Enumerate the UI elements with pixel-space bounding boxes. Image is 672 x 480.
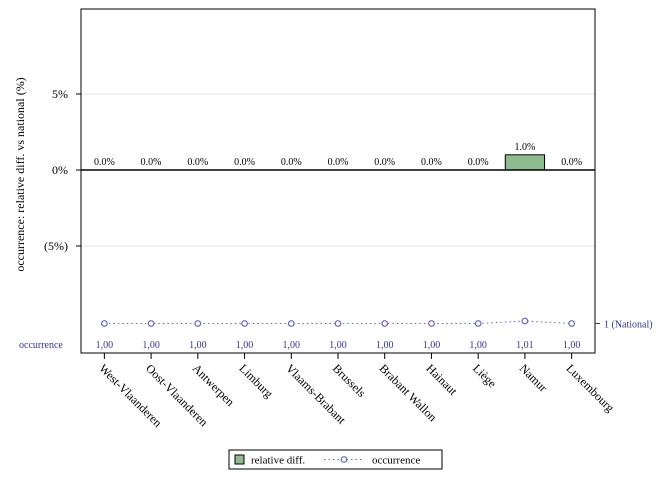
occurrence-row-label: occurrence [19,340,63,351]
occurrence-point [334,320,342,327]
occurrence-value-label: 1,00 [376,340,394,351]
occurrence-labels-layer: 1,00 1,00 1,00 1,00 1,00 1,00 1,00 1,00 1,00 1,01… [96,340,581,351]
occurrence-value-label: 1,00 [329,340,347,351]
occurrence-value-label: 1,01 [516,340,534,351]
plot-frame [80,8,596,354]
bar-value-label: 1.0% [514,142,535,153]
occurrence-points-layer [100,317,576,327]
occurrence-point [287,320,295,327]
occurrence-point [241,320,248,327]
bar [504,154,546,171]
x-tick-label: Hainaut [423,361,460,398]
y-tick-label: 0% [52,163,68,177]
occurrence-point [474,320,482,327]
bar-value-label: 0.0% [561,157,582,168]
occurrence-value-label: 1,00 [563,340,581,351]
legend-point-swatch [340,456,348,463]
occurrence-value-label: 1,00 [236,340,254,351]
bar-value-label: 0.0% [141,157,162,168]
occurrence-value-label: 1,00 [96,340,114,351]
x-tick-label: Liège [470,361,499,390]
bar-value-label: 0.0% [94,157,115,168]
occurrence-line [104,320,572,324]
bar-value-label: 0.0% [328,157,349,168]
occurrence-point [147,320,155,327]
occurrence-point [381,320,389,327]
legend-bar-swatch [234,454,245,465]
bars-layer [504,154,546,171]
occurrence-value-label: 1,00 [469,340,487,351]
y-axis: 5% 0% (5%) [44,87,81,253]
y-tick-label: 5% [52,87,68,101]
bar-value-label: 0.0% [421,157,442,168]
legend-label: occurrence [372,455,420,467]
bar-labels-layer: 0.0% 0.0% 0.0% 0.0% 0.0% 0.0% 0.0% 0.0% 0.0% 1.0%… [94,142,582,168]
x-tick-label: Namur [517,361,550,394]
legend-box [228,449,443,470]
y-tick-label: (5%) [44,239,68,253]
x-tick-label: Brussels [330,361,369,400]
x-tick-label: Antwerpen [190,361,238,409]
national-reference-label: 1 (National) [604,320,653,331]
bar-value-label: 0.0% [234,157,255,168]
occurrence-value-label: 1,00 [142,340,160,351]
occurrence-point [194,320,202,327]
grid-lines [81,93,595,247]
occurrence-point [428,320,435,327]
occurrence-value-label: 1,00 [423,340,441,351]
occurrence-point [521,317,529,325]
bar-value-label: 0.0% [468,157,489,168]
occurrence-value-label: 1,00 [283,340,301,351]
legend: relative diff. occurrence [228,449,443,470]
bar-value-label: 0.0% [187,157,208,168]
occurrence-point [568,320,576,327]
occurrence-value-label: 1,00 [189,340,207,351]
y-axis-label: occurrence: relative diff. vs national (… [13,77,27,271]
legend-label: relative diff. [251,455,305,467]
bar-value-label: 0.0% [281,157,302,168]
x-tick-label: Luxembourg [564,361,618,415]
occurrence-point [100,320,108,327]
x-tick-label: Limburg [236,361,275,400]
bar-value-label: 0.0% [374,157,395,168]
